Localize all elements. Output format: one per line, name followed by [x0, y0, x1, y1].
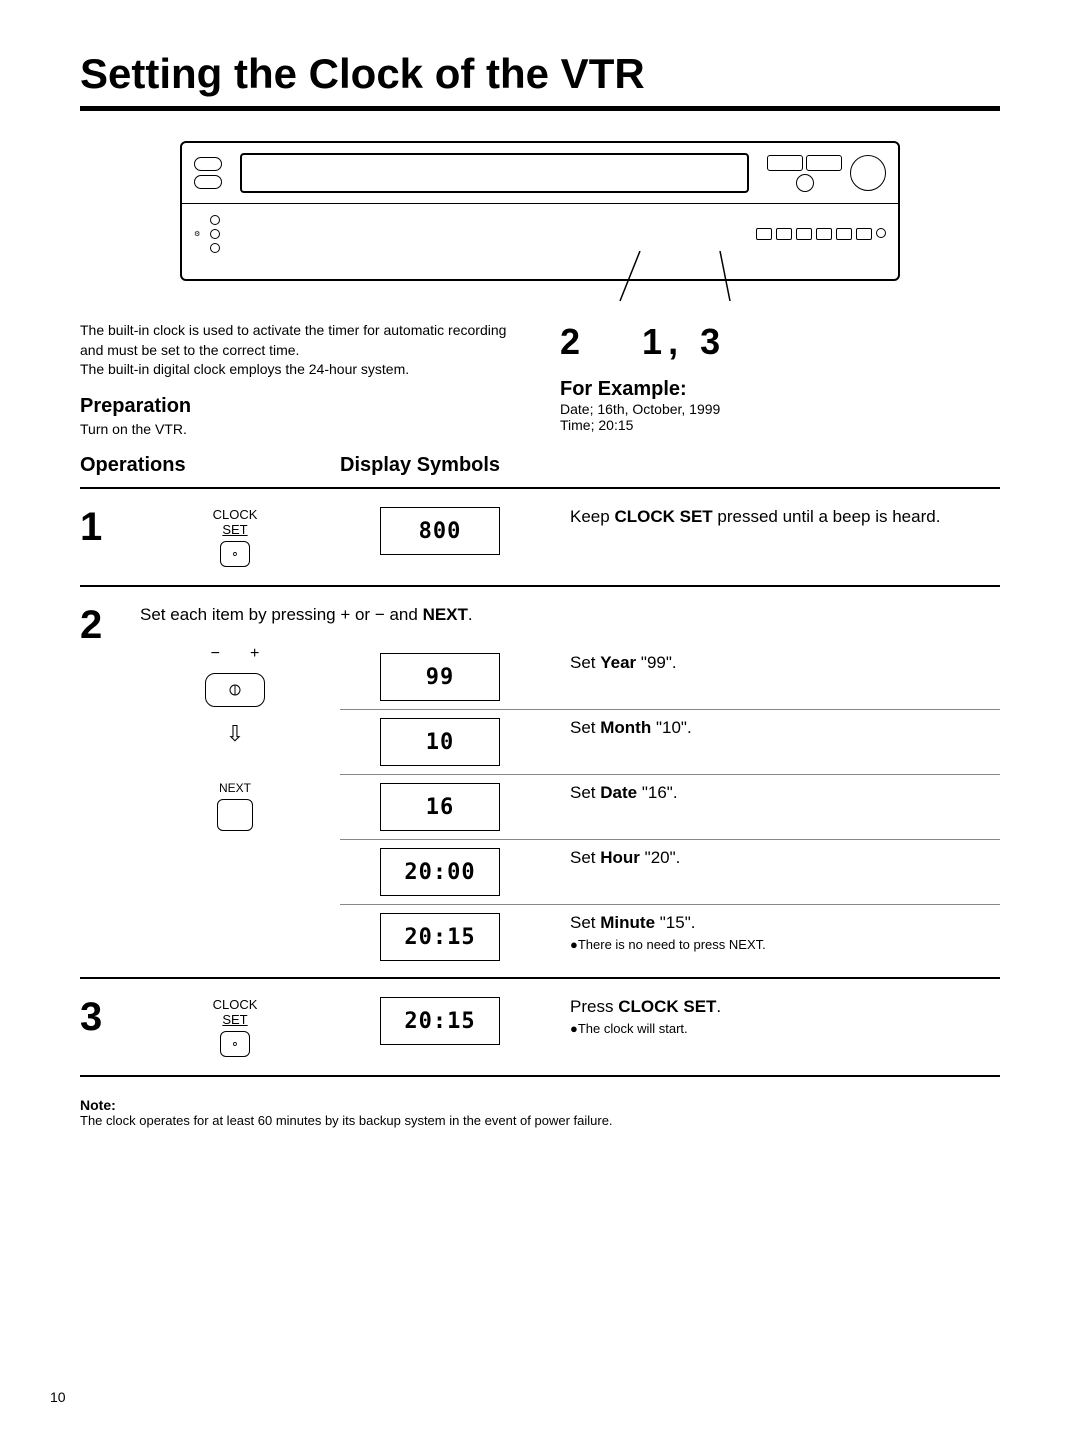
step-1-description: Keep CLOCK SET pressed until a beep is h… — [540, 507, 1000, 527]
preparation-text: Turn on the VTR. — [80, 420, 520, 440]
callout-lines-icon — [600, 251, 800, 311]
tiny-button-icon — [856, 228, 872, 240]
month-description: Set Month "10". — [540, 718, 1000, 766]
next-button-icon — [217, 799, 253, 831]
display-header: Display Symbols — [340, 454, 560, 477]
tiny-button-icon — [796, 228, 812, 240]
intro-text-1: The built-in clock is used to activate t… — [80, 321, 520, 360]
step-1-display: 800 — [340, 507, 540, 555]
toggle-icon — [228, 683, 242, 697]
step-3-description: Press CLOCK SET. ●The clock will start. — [540, 997, 1000, 1036]
step-number: 1 — [80, 507, 130, 547]
small-circle-icon — [876, 228, 886, 238]
date-description: Set Date "16". — [540, 783, 1000, 831]
set-label: SET — [222, 1012, 247, 1027]
note-heading: Note: — [80, 1097, 1000, 1113]
intro-left: The built-in clock is used to activate t… — [80, 321, 520, 439]
intro-text-2: The built-in digital clock employs the 2… — [80, 360, 520, 380]
small-circle-icon — [210, 229, 220, 239]
step-rule — [80, 585, 1000, 587]
display-800: 800 — [380, 507, 500, 555]
example-date: Date; 16th, October, 1999 — [560, 401, 1000, 417]
step-rule — [80, 487, 1000, 489]
step-number: 3 — [80, 997, 130, 1037]
tiny-button-icon — [756, 228, 772, 240]
vtr-diagram: ⚙ — [180, 141, 900, 301]
play-button-icon — [767, 155, 803, 171]
vtr-icon-row — [756, 228, 886, 240]
small-circle-icon — [210, 243, 220, 253]
plus-minus-button-icon — [205, 673, 265, 707]
step-1-operations: CLOCK SET ∘ — [130, 507, 340, 567]
display-year: 99 — [380, 653, 500, 701]
clock-label: CLOCK — [213, 507, 258, 522]
eject-button-icon — [194, 175, 222, 189]
intro-right: 2 1, 3 For Example: Date; 16th, October,… — [560, 321, 1000, 439]
title-rule — [80, 106, 1000, 111]
operate-button-icon — [194, 157, 222, 171]
vtr-top-panel — [182, 143, 898, 203]
step-rule — [80, 977, 1000, 979]
step-2-year-row: 99 Set Year "99". — [340, 645, 1000, 709]
plus-label: + — [250, 645, 259, 663]
step-2-controls: − + ⇩ NEXT — [130, 645, 340, 969]
clock-set-button-icon: ∘ — [220, 1031, 250, 1057]
step-3: 3 CLOCK SET ∘ 20:15 Press CLOCK SET. ●Th… — [80, 987, 1000, 1067]
hour-description: Set Hour "20". — [540, 848, 1000, 896]
clock-set-button-icon: ∘ — [220, 541, 250, 567]
plus-minus-labels: − + — [211, 645, 260, 663]
operations-header: Operations — [80, 454, 340, 477]
callout-numbers: 2 1, 3 — [560, 321, 1000, 363]
step-3-operations: CLOCK SET ∘ — [130, 997, 340, 1057]
display-minute: 20:15 — [380, 913, 500, 961]
example-heading: For Example: — [560, 378, 1000, 401]
jog-dial-icon — [850, 155, 886, 191]
display-final: 20:15 — [380, 997, 500, 1045]
vtr-right-controls — [767, 155, 886, 192]
note-section: Note: The clock operates for at least 60… — [80, 1097, 1000, 1128]
tiny-button-icon — [776, 228, 792, 240]
preparation-heading: Preparation — [80, 392, 520, 420]
cassette-slot-icon — [240, 153, 749, 193]
step-1: 1 CLOCK SET ∘ 800 Keep CLOCK SET pressed… — [80, 497, 1000, 577]
year-description: Set Year "99". — [540, 653, 1000, 701]
next-label: NEXT — [219, 781, 251, 795]
step-rule — [80, 1075, 1000, 1077]
step-2-date-row: 16 Set Date "16". — [340, 775, 1000, 839]
example-time: Time; 20:15 — [560, 417, 1000, 433]
page-number: 10 — [50, 1389, 66, 1405]
step-2-hour-row: 20:00 Set Hour "20". — [340, 840, 1000, 904]
step-3-bullet: ●The clock will start. — [570, 1021, 1000, 1036]
callout-right: 1, 3 — [642, 321, 726, 362]
minus-label: − — [211, 645, 220, 663]
callout-left: 2 — [560, 321, 586, 362]
minute-description: Set Minute "15". ●There is no need to pr… — [540, 913, 1000, 961]
small-circle-icon — [210, 215, 220, 225]
minute-bullet: ●There is no need to press NEXT. — [570, 937, 1000, 952]
columns-header: Operations Display Symbols — [80, 454, 1000, 477]
arrow-down-icon: ⇩ — [226, 721, 244, 747]
step-3-display: 20:15 — [340, 997, 540, 1045]
tiny-button-icon — [836, 228, 852, 240]
clock-label: CLOCK — [213, 997, 258, 1012]
tiny-button-icon — [816, 228, 832, 240]
step-2: 2 Set each item by pressing + or − and N… — [80, 595, 1000, 645]
step-2-minute-row: 20:15 Set Minute "15". ●There is no need… — [340, 905, 1000, 969]
step-number: 2 — [80, 605, 130, 645]
vtr-left-buttons — [194, 157, 222, 189]
note-text: The clock operates for at least 60 minut… — [80, 1113, 1000, 1128]
step-2-month-row: 10 Set Month "10". — [340, 710, 1000, 774]
stop-button-icon — [806, 155, 842, 171]
rec-button-icon — [796, 174, 814, 192]
step-2-intro: Set each item by pressing + or − and NEX… — [140, 605, 1000, 625]
page-title: Setting the Clock of the VTR — [80, 50, 1000, 98]
intro-section: The built-in clock is used to activate t… — [80, 321, 1000, 439]
display-hour: 20:00 — [380, 848, 500, 896]
display-date: 16 — [380, 783, 500, 831]
display-month: 10 — [380, 718, 500, 766]
small-controls — [210, 215, 220, 253]
set-label: SET — [222, 522, 247, 537]
